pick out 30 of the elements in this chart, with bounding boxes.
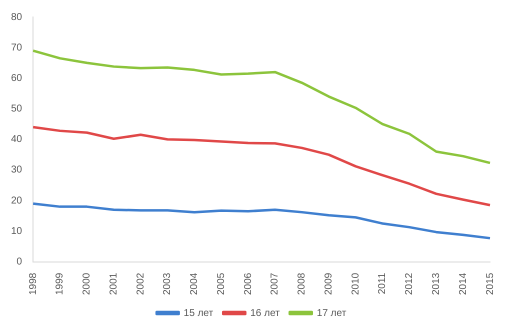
x-tick-label: 2014 bbox=[458, 272, 469, 296]
y-tick-label: 50 bbox=[11, 104, 23, 115]
legend-label: 15 лет bbox=[184, 308, 214, 319]
x-tick-label: 1998 bbox=[28, 272, 39, 296]
legend-label: 16 лет bbox=[250, 308, 280, 319]
y-tick-label: 0 bbox=[16, 256, 23, 268]
x-tick-label: 2006 bbox=[242, 272, 254, 296]
y-tick-label: 70 bbox=[11, 42, 23, 54]
x-tick-label: 2010 bbox=[350, 272, 362, 296]
y-tick-label: 10 bbox=[11, 226, 23, 237]
x-tick-label: 2012 bbox=[404, 272, 416, 296]
y-tick-label: 60 bbox=[11, 72, 23, 84]
x-tick-label: 2011 bbox=[377, 272, 388, 294]
x-tick-label: 2004 bbox=[189, 272, 200, 296]
x-tick-label: 2005 bbox=[216, 272, 227, 296]
legend-label: 17 лет bbox=[316, 308, 347, 319]
x-tick-label: 1999 bbox=[54, 272, 66, 296]
x-tick-label: 2007 bbox=[270, 272, 281, 296]
x-tick-label: 2000 bbox=[82, 272, 93, 296]
y-tick-label: 40 bbox=[11, 134, 23, 146]
x-tick-label: 2015 bbox=[484, 272, 496, 296]
y-tick-label: 30 bbox=[11, 164, 23, 176]
y-tick-label: 20 bbox=[11, 195, 23, 206]
x-tick-label: 2013 bbox=[431, 272, 442, 296]
x-tick-label: 2002 bbox=[135, 272, 146, 296]
x-tick-label: 2009 bbox=[324, 272, 334, 296]
x-tick-label: 2003 bbox=[162, 272, 174, 296]
x-tick-label: 2001 bbox=[108, 272, 120, 296]
y-tick-label: 80 bbox=[11, 12, 23, 23]
x-tick-label: 2008 bbox=[296, 272, 308, 296]
